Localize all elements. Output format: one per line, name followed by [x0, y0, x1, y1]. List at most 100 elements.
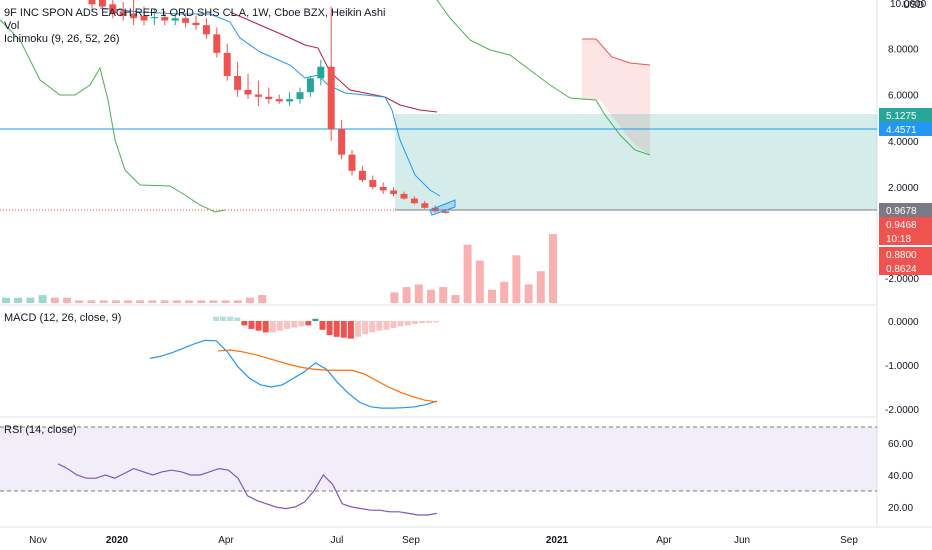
price-tag-bg	[879, 108, 932, 122]
candle-body	[171, 18, 179, 21]
rsi-tick: 40.00	[888, 471, 913, 482]
candle-body	[202, 25, 210, 35]
macd-histogram-bar	[369, 321, 376, 333]
macd-tick: -2.0000	[885, 405, 919, 416]
forecast-marker[interactable]	[429, 199, 456, 216]
macd-histogram-bar	[255, 321, 262, 331]
price-tag-label: 0.9678	[886, 206, 917, 217]
volume-bar	[197, 300, 206, 303]
time-label: 2021	[546, 535, 569, 546]
volume-bar	[221, 300, 230, 303]
macd-histogram-bar	[340, 321, 347, 338]
symbol-title[interactable]: 9F INC SPON ADS EACH REP 1 ORD SHS CL A,…	[4, 7, 386, 19]
position-profit-zone[interactable]	[395, 114, 877, 210]
macd-histogram-bar	[269, 321, 276, 333]
price-tick: 2.0000	[888, 183, 919, 194]
macd-histogram-bar	[397, 321, 404, 327]
candle-body	[306, 78, 314, 93]
macd-histogram-bar	[284, 321, 290, 329]
candle-body	[182, 18, 190, 23]
rsi-axis-ticks: 60.00 40.00 20.00	[888, 439, 913, 514]
legend-rsi[interactable]: RSI (14, close)	[4, 424, 77, 437]
legend-ichimoku[interactable]: Ichimoku (9, 26, 52, 26)	[4, 33, 120, 45]
macd-histogram-bar	[362, 321, 369, 335]
candle-body	[421, 203, 429, 208]
candle-body	[213, 34, 221, 53]
candle-body	[150, 17, 158, 19]
macd-histogram-bar	[426, 321, 432, 323]
volume-bar	[87, 300, 96, 303]
price-tag-bg	[879, 231, 932, 245]
candle-body	[265, 96, 273, 100]
candle-body	[223, 52, 231, 76]
time-label: Apr	[218, 535, 234, 546]
price-tick-top: 10.0000	[890, 0, 927, 10]
candle-body	[140, 15, 148, 21]
macd-tick: 0.0000	[888, 317, 919, 328]
macd-histogram-bar	[234, 317, 241, 321]
price-tag-bg	[879, 261, 932, 275]
volume-bar	[524, 284, 533, 303]
macd-histogram-bar	[312, 318, 319, 321]
ichimoku-cloud-area	[582, 39, 650, 155]
volume-bar	[160, 300, 169, 303]
volume-bar	[549, 234, 557, 303]
time-label: Sep	[402, 535, 420, 546]
macd-histogram-bar	[241, 321, 248, 326]
price-tag-label: 4.4571	[886, 125, 917, 136]
rsi-line	[57, 463, 438, 516]
candle-body	[234, 76, 242, 90]
candle-body	[109, 4, 117, 14]
volume-bar	[124, 300, 132, 303]
volume-bar	[439, 287, 448, 303]
volume-bar	[136, 300, 145, 303]
candle-body	[431, 207, 439, 212]
price-axis-ticks: 8.0000 6.0000 4.0000 2.0000	[888, 44, 919, 194]
ichimoku-leading-span-b	[436, 0, 651, 156]
volume-bar	[488, 289, 496, 303]
macd-histogram-bar	[355, 321, 361, 337]
volume-bar	[111, 300, 120, 303]
volume-bar	[427, 289, 435, 303]
time-axis-labels: Nov 2020 Apr Jul Sep 2021 Apr Jun Sep	[29, 535, 858, 546]
candle-body	[88, 0, 96, 5]
macd-histogram-bar	[376, 321, 383, 331]
price-tick: 6.0000	[888, 91, 919, 102]
price-tag-label: 0.8800	[886, 250, 917, 261]
candle-body	[338, 129, 346, 155]
price-tag-bg	[879, 217, 932, 231]
volume-bar	[451, 295, 460, 303]
macd-histogram-bar	[220, 316, 227, 321]
candle-body	[327, 66, 335, 130]
candle-body	[317, 66, 325, 79]
volume-bar	[63, 297, 71, 303]
candle-body	[161, 17, 169, 21]
volume-bar	[536, 271, 545, 303]
legend-vol[interactable]: Vol	[4, 20, 20, 32]
legend-rsi-label: RSI (14, close)	[4, 424, 77, 436]
candle-body	[275, 99, 283, 102]
macd-histogram-bar	[262, 321, 269, 333]
macd-axis-ticks: 0.0000 -1.0000 -2.0000	[885, 317, 919, 416]
volume-bar	[414, 284, 423, 303]
ichimoku-lagging-span	[0, 19, 226, 213]
candle-body	[369, 180, 377, 187]
price-tag-label: 0.8624	[886, 264, 917, 275]
macd-histogram-bar	[248, 321, 255, 329]
macd-histogram	[213, 316, 440, 339]
candle-body	[119, 11, 127, 16]
time-label: Apr	[656, 535, 672, 546]
candle-body	[390, 190, 398, 194]
volume-bar	[172, 300, 181, 303]
candle-body	[286, 99, 294, 102]
candle-body	[98, 0, 106, 7]
volume-bar	[500, 281, 509, 303]
price-tag-label: 0.9468	[886, 220, 917, 231]
volume-bar	[185, 300, 193, 303]
time-label: Jul	[331, 535, 344, 546]
volume-bar	[463, 244, 472, 303]
legend-macd[interactable]: MACD (12, 26, close, 9)	[4, 312, 121, 325]
currency-label[interactable]: USD	[903, 0, 924, 11]
legend-macd-label: MACD (12, 26, close, 9)	[4, 312, 122, 324]
